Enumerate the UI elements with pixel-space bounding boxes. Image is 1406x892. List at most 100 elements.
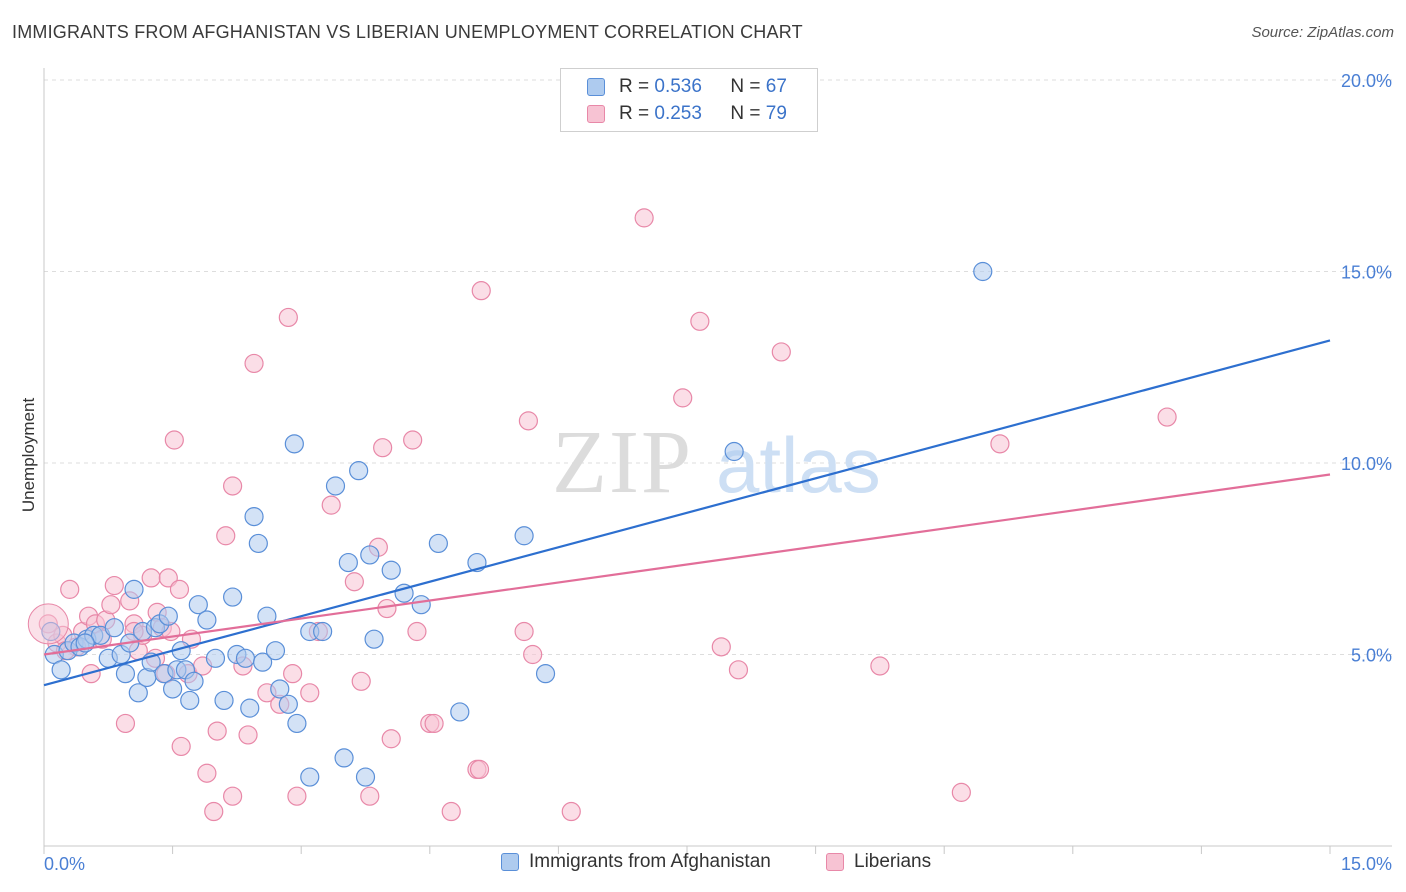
liberian-point xyxy=(104,575,124,596)
liberian-point xyxy=(60,579,80,599)
liberian-point xyxy=(514,621,534,642)
liberian-point xyxy=(441,801,461,822)
liberian-point xyxy=(381,729,401,749)
legend-swatch-pink xyxy=(587,105,605,123)
afghanistan-point xyxy=(115,664,136,684)
liberian-point xyxy=(870,656,890,676)
y-tick-label: 20.0% xyxy=(1341,71,1392,91)
afghanistan-point xyxy=(253,652,273,672)
afghanistan-point xyxy=(158,606,178,626)
liberian-point xyxy=(321,495,341,515)
liberian-point xyxy=(158,568,178,588)
legend-n-label: N = xyxy=(730,76,766,97)
afghanistan-point xyxy=(338,552,358,573)
liberian-point xyxy=(1157,407,1177,427)
afghanistan-point xyxy=(300,767,320,787)
afghanistan-point xyxy=(51,660,71,680)
liberian-point xyxy=(81,664,101,684)
watermark-atlas: atlas xyxy=(716,421,881,509)
afghanistan-point xyxy=(180,690,200,711)
afghanistan-point xyxy=(973,261,993,282)
liberian-point xyxy=(407,621,427,642)
liberian-point xyxy=(518,411,538,431)
afghanistan-point xyxy=(124,579,144,599)
y-tick-label: 10.0% xyxy=(1341,454,1392,474)
afghanistan-point xyxy=(284,434,304,454)
liberian-cluster-point xyxy=(27,603,69,645)
afghanistan-point xyxy=(223,587,243,607)
afghanistan-point xyxy=(214,690,234,711)
chart-title: IMMIGRANTS FROM AFGHANISTAN VS LIBERIAN … xyxy=(12,22,803,42)
afghanistan-point xyxy=(184,671,204,691)
legend: R = 0.536 N = 67 R = 0.253 N = 79 xyxy=(560,68,818,132)
liberian-trendline xyxy=(43,473,1331,656)
afghanistan-point xyxy=(235,648,256,668)
legend-n-label: N = xyxy=(730,103,766,124)
liberian-point xyxy=(561,801,581,822)
liberian-point xyxy=(523,644,543,665)
afghanistan-point xyxy=(355,767,376,787)
afghanistan-point xyxy=(411,595,431,615)
axes xyxy=(43,68,1392,854)
liberian-point xyxy=(771,342,791,362)
x-tick-label: 0.0% xyxy=(44,854,85,874)
data-points xyxy=(27,208,1177,822)
afghanistan-point xyxy=(450,702,470,722)
liberian-point xyxy=(204,801,224,822)
legend-r-value: 0.536 xyxy=(654,76,702,97)
liberian-point xyxy=(164,430,184,450)
liberian-point xyxy=(238,725,258,745)
afghanistan-point xyxy=(270,679,290,699)
liberian-point xyxy=(300,683,320,703)
afghanistan-point xyxy=(104,618,124,638)
legend-r-label: R = xyxy=(619,103,655,124)
legend-r-label: R = xyxy=(619,76,655,97)
trendlines xyxy=(43,339,1331,687)
afghanistan-point xyxy=(128,683,148,703)
source-label: Source: ZipAtlas.com xyxy=(1251,24,1394,41)
afghanistan-point xyxy=(313,621,333,642)
liberian-point xyxy=(115,713,136,734)
afghanistan-point xyxy=(325,476,346,496)
liberian-point xyxy=(711,637,731,657)
liberian-point xyxy=(197,763,217,783)
afghanistan-point xyxy=(197,610,217,630)
liberian-point xyxy=(351,671,371,691)
afghanistan-trendline xyxy=(43,339,1331,687)
legend-n-value: 79 xyxy=(765,103,787,124)
afghanistan-point xyxy=(514,526,534,546)
legend-r-value: 0.253 xyxy=(654,103,702,124)
liberian-point xyxy=(223,786,243,806)
bottom-legend-liberians: Liberians xyxy=(826,851,931,873)
liberian-point xyxy=(990,434,1010,454)
bottom-legend-swatch-blue xyxy=(501,853,519,871)
liberian-point xyxy=(360,786,380,806)
liberian-point xyxy=(471,281,491,301)
liberian-point xyxy=(951,782,971,802)
afghanistan-point xyxy=(188,595,208,615)
liberian-point xyxy=(171,736,191,757)
liberian-point xyxy=(344,572,364,592)
afghanistan-point xyxy=(244,507,264,527)
tick-labels: 5.0% 10.0% 15.0% 20.0% 0.0% 15.0% xyxy=(44,71,1392,874)
liberian-point xyxy=(728,660,749,680)
bottom-legend-label: Immigrants from Afghanistan xyxy=(529,851,771,872)
y-tick-label: 5.0% xyxy=(1351,646,1392,666)
liberian-point xyxy=(673,388,693,408)
bottom-legend-label: Liberians xyxy=(854,851,932,872)
liberian-point xyxy=(141,568,161,588)
liberian-point xyxy=(283,664,303,684)
liberian-point xyxy=(216,526,236,546)
bottom-legend-afghanistan: Immigrants from Afghanistan xyxy=(501,851,771,873)
liberian-point xyxy=(690,311,710,331)
liberian-point xyxy=(287,786,307,806)
afghanistan-point xyxy=(240,698,260,718)
afghanistan-point xyxy=(287,713,307,734)
afghanistan-point xyxy=(248,533,268,554)
y-axis-title: Unemployment xyxy=(19,398,38,513)
liberian-point xyxy=(101,595,121,615)
watermark-zip: ZIP xyxy=(552,413,693,512)
afghanistan-point xyxy=(278,694,298,714)
bottom-legend-swatch-pink xyxy=(826,853,844,871)
liberian-point xyxy=(244,353,264,374)
